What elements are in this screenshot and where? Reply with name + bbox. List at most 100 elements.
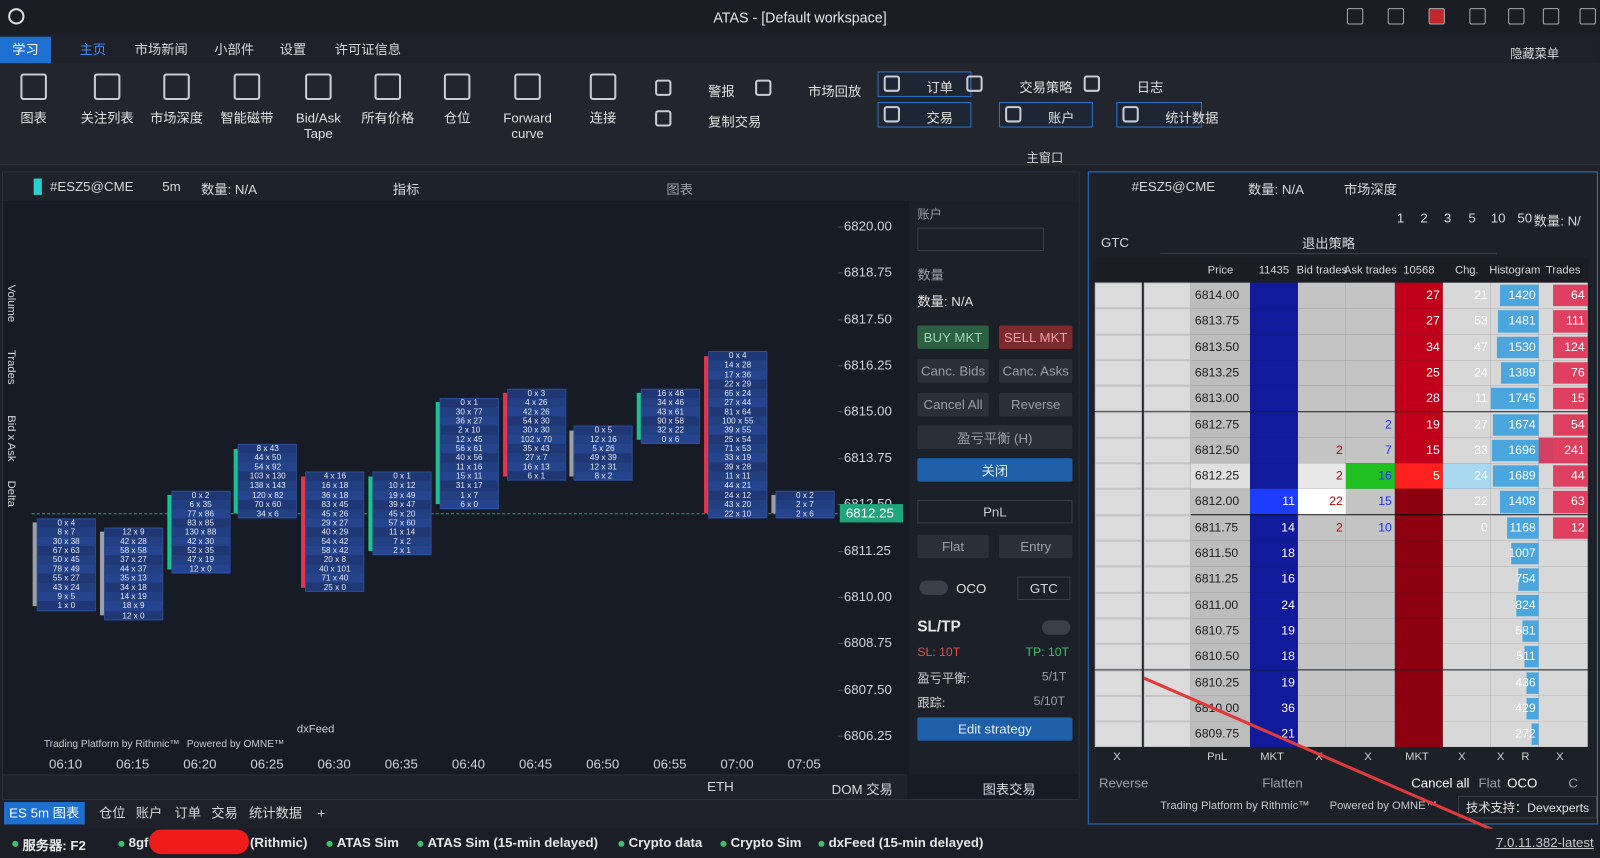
- dom-cell[interactable]: [1094, 721, 1142, 748]
- dom-cell[interactable]: 15: [1538, 385, 1588, 412]
- dom-cell[interactable]: 63: [1538, 489, 1588, 515]
- dom-cell[interactable]: [1442, 566, 1491, 593]
- menu-tab[interactable]: 主页: [79, 41, 107, 58]
- dom-cell[interactable]: [1297, 669, 1346, 696]
- workspace-tab[interactable]: 统计数据: [248, 805, 303, 821]
- dom-cell[interactable]: 6811.50: [1190, 540, 1250, 567]
- dom-cell[interactable]: [1143, 385, 1191, 412]
- dom-cell[interactable]: 6813.25: [1190, 360, 1250, 386]
- dom-cell[interactable]: 25: [1394, 360, 1443, 386]
- dom-footer-button[interactable]: MKT: [1260, 751, 1284, 764]
- dom-cell[interactable]: 6812.75: [1190, 411, 1250, 438]
- dom-cell[interactable]: 6813.75: [1190, 308, 1250, 335]
- ribbon-small-button[interactable]: 市场回放: [808, 83, 862, 99]
- ribbon-icon[interactable]: [966, 75, 983, 92]
- dom-cell[interactable]: 824: [1490, 592, 1539, 619]
- connection-status[interactable]: ATAS Sim: [336, 834, 399, 850]
- sltp-toggle[interactable]: [1041, 620, 1071, 635]
- order-button[interactable]: Cancel All: [917, 392, 989, 417]
- dom-cell[interactable]: [1297, 411, 1346, 438]
- dom-cell[interactable]: [1094, 334, 1142, 361]
- dom-cell[interactable]: 6812.50: [1190, 437, 1250, 464]
- chart-timeframe[interactable]: 5m: [162, 178, 181, 194]
- dom-cell[interactable]: 2: [1297, 514, 1346, 541]
- dom-cell[interactable]: [1345, 592, 1395, 619]
- dom-cell[interactable]: [1094, 385, 1142, 412]
- connection-status[interactable]: ATAS Sim (15-min delayed): [427, 834, 599, 850]
- dom-cell[interactable]: [1249, 308, 1298, 335]
- dom-cell[interactable]: 429: [1490, 695, 1539, 722]
- dom-cell[interactable]: 12: [1538, 514, 1588, 541]
- order-button[interactable]: Edit strategy: [917, 717, 1073, 741]
- dom-cell[interactable]: 124: [1538, 334, 1588, 361]
- dom-cell[interactable]: [1345, 540, 1395, 567]
- dom-cell[interactable]: [1249, 282, 1298, 309]
- dom-cell[interactable]: [1143, 489, 1191, 515]
- dom-cell[interactable]: 6814.00: [1190, 282, 1250, 309]
- dom-cell[interactable]: 22: [1442, 489, 1491, 515]
- dom-cell[interactable]: 24: [1442, 360, 1491, 386]
- dom-cell[interactable]: [1143, 514, 1191, 541]
- dom-footer-button[interactable]: X: [1364, 751, 1372, 764]
- dom-cell[interactable]: [1538, 618, 1588, 645]
- ribbon-small-button[interactable]: 订单: [926, 79, 954, 95]
- dom-cell[interactable]: [1345, 721, 1395, 748]
- window-control[interactable]: [1579, 8, 1596, 25]
- dom-cell[interactable]: [1394, 618, 1443, 645]
- dom-cell[interactable]: [1143, 360, 1191, 386]
- connection-status[interactable]: Crypto Sim: [730, 834, 802, 850]
- dom-cell[interactable]: [1442, 592, 1491, 619]
- ribbon-icon[interactable]: [233, 73, 261, 100]
- dom-cell[interactable]: [1094, 540, 1142, 567]
- dom-cell[interactable]: 0: [1442, 514, 1491, 541]
- ribbon-button[interactable]: 连接: [589, 110, 617, 126]
- ribbon-small-button[interactable]: 复制交易: [708, 114, 762, 130]
- dom-cell[interactable]: 6810.00: [1190, 695, 1250, 722]
- workspace-tab[interactable]: 账户: [135, 805, 163, 821]
- dom-cell[interactable]: [1394, 644, 1443, 670]
- ribbon-icon[interactable]: [305, 73, 332, 100]
- dom-cell[interactable]: [1538, 540, 1588, 567]
- dom-cell[interactable]: 22: [1297, 489, 1346, 515]
- dom-cell[interactable]: 19: [1249, 618, 1298, 645]
- dom-cell[interactable]: [1143, 566, 1191, 593]
- ribbon-icon[interactable]: [655, 110, 672, 127]
- dom-cell[interactable]: [1345, 618, 1395, 645]
- dom-cell[interactable]: 6810.50: [1190, 644, 1250, 670]
- menu-tab[interactable]: 许可证信息: [334, 41, 402, 58]
- window-control[interactable]: [1387, 8, 1405, 25]
- dom-cell[interactable]: [1538, 669, 1588, 696]
- dom-footer-button[interactable]: R: [1521, 751, 1530, 764]
- dom-cell[interactable]: [1297, 695, 1346, 722]
- dom-cell[interactable]: [1297, 592, 1346, 619]
- dom-cell[interactable]: [1345, 669, 1395, 696]
- dom-cell[interactable]: 511: [1490, 644, 1539, 670]
- order-button[interactable]: Flat: [917, 534, 989, 559]
- order-button[interactable]: 盈亏平衡 (H): [917, 425, 1073, 449]
- dom-cell[interactable]: [1297, 308, 1346, 335]
- dom-cell[interactable]: [1538, 721, 1588, 748]
- dom-cell[interactable]: [1394, 721, 1443, 748]
- dom-footer-button[interactable]: PnL: [1207, 751, 1228, 764]
- dom-cell[interactable]: [1249, 385, 1298, 412]
- dom-cell[interactable]: 1481: [1490, 308, 1539, 335]
- ribbon-small-button[interactable]: 统计数据: [1165, 110, 1219, 126]
- dom-cell[interactable]: [1143, 618, 1191, 645]
- ribbon-small-button[interactable]: 交易: [926, 110, 954, 126]
- dom-cell[interactable]: [1394, 514, 1443, 541]
- dom-cell[interactable]: [1249, 437, 1298, 464]
- dom-cell[interactable]: 36: [1249, 695, 1298, 722]
- dom-footer-button[interactable]: X: [1113, 751, 1121, 764]
- workspace-tab[interactable]: 交易: [211, 805, 238, 821]
- dom-cell[interactable]: [1345, 308, 1395, 335]
- dom-cell[interactable]: 15: [1394, 437, 1443, 464]
- dom-cell[interactable]: [1442, 695, 1491, 722]
- dom-cell[interactable]: 6810.75: [1190, 618, 1250, 645]
- dom-cell[interactable]: [1297, 644, 1346, 670]
- window-control[interactable]: [1508, 8, 1525, 25]
- dom-cell[interactable]: [1094, 514, 1142, 541]
- dom-cell[interactable]: [1345, 644, 1395, 670]
- indicators-button[interactable]: 指标: [392, 181, 420, 197]
- dom-action[interactable]: Cancel all: [1411, 775, 1470, 791]
- dom-cell[interactable]: 1689: [1490, 463, 1539, 490]
